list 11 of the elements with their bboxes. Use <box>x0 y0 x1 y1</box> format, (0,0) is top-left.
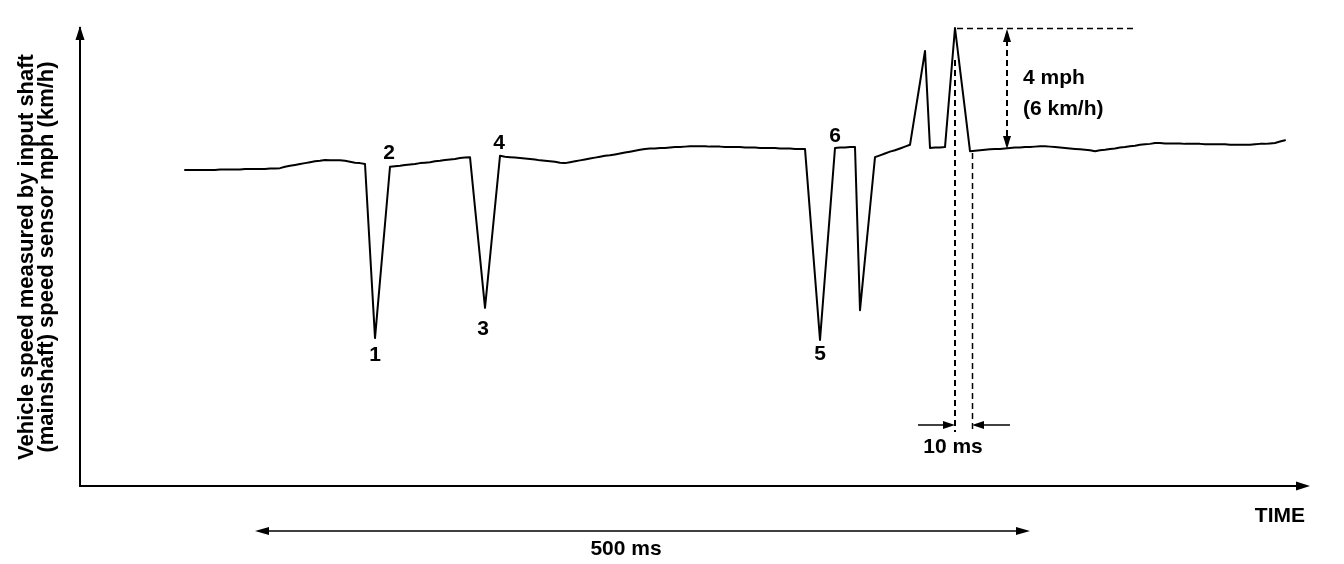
annotation: 4 <box>493 129 506 153</box>
annotation: 10 ms <box>923 433 983 457</box>
annotation: 4 mph (6 km/h) <box>1023 64 1104 119</box>
annotation: 6 <box>829 122 841 146</box>
annotation: 3 <box>477 315 489 339</box>
annotation: 1 <box>369 341 382 365</box>
text: 500 ms <box>590 535 662 559</box>
annotation: 5 <box>814 340 827 364</box>
x-axis-title: TIME <box>1254 503 1305 527</box>
annotation: 2 <box>383 139 395 163</box>
y-axis-title: Vehicle speed measured by input shaft (mainshaft) speed sensor mph (km/h) <box>12 53 59 460</box>
